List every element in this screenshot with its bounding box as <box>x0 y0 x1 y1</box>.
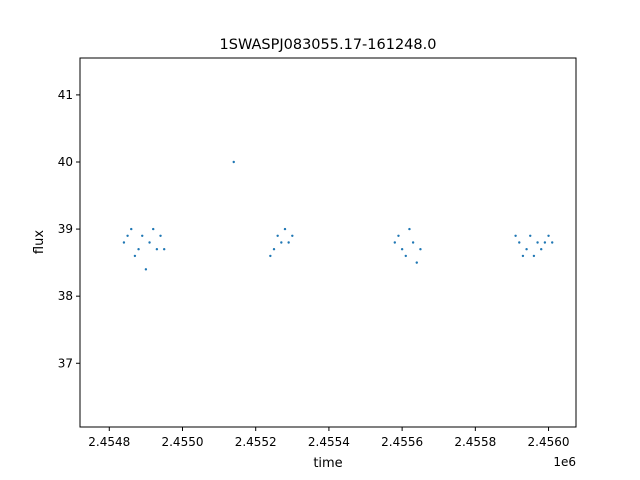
data-point <box>415 261 418 264</box>
data-point <box>514 234 517 237</box>
y-axis-label: flux <box>32 230 47 254</box>
scatter-points <box>122 160 554 271</box>
y-axis-ticks: 37 38 39 40 41 <box>58 88 80 370</box>
data-point <box>393 241 397 244</box>
x-tick-label: 2.4560 <box>528 435 570 449</box>
data-point <box>269 254 272 258</box>
data-point <box>411 241 415 244</box>
data-point <box>543 241 547 244</box>
x-axis-ticks: 2.4548 2.4550 2.4552 2.4554 2.4556 2.4558 2.45… <box>88 427 570 449</box>
data-point <box>137 248 140 251</box>
x-tick-label: 2.4550 <box>161 435 203 449</box>
plot-frame <box>79 57 577 428</box>
data-point <box>551 241 554 244</box>
data-point <box>122 241 126 244</box>
data-point <box>287 241 290 244</box>
data-point <box>126 234 129 237</box>
x-tick-label: 2.4556 <box>381 435 423 449</box>
data-point <box>540 248 543 251</box>
data-point <box>404 254 407 258</box>
data-point <box>525 248 528 251</box>
data-point <box>547 234 550 237</box>
data-point <box>141 234 144 237</box>
data-point <box>133 254 137 258</box>
data-point <box>529 234 532 237</box>
x-tick-label: 2.4548 <box>88 435 130 449</box>
data-point <box>152 227 155 231</box>
x-tick-label: 2.4558 <box>454 435 496 449</box>
y-tick-label: 38 <box>58 289 73 303</box>
y-tick-label: 39 <box>58 222 73 236</box>
x-axis-label: time <box>313 456 342 471</box>
x-tick-label: 2.4552 <box>235 435 277 449</box>
data-point <box>400 248 404 251</box>
x-tick-label: 2.4554 <box>308 435 350 449</box>
data-point <box>232 160 235 164</box>
y-tick-label: 40 <box>58 155 73 169</box>
data-point <box>419 248 422 251</box>
data-point <box>397 234 400 237</box>
x-axis-offset-label: 1e6 <box>553 455 576 469</box>
data-point <box>155 248 159 251</box>
data-point <box>283 227 287 231</box>
y-tick-label: 41 <box>58 88 73 102</box>
data-point <box>130 227 133 231</box>
data-point <box>162 248 166 251</box>
data-point <box>518 241 521 244</box>
data-point <box>159 234 162 237</box>
data-point <box>280 241 283 244</box>
data-point <box>536 241 539 244</box>
data-point <box>276 234 279 237</box>
data-point <box>532 254 536 258</box>
data-point <box>408 227 411 231</box>
data-point <box>148 241 151 244</box>
y-tick-label: 37 <box>58 356 73 370</box>
chart-title: 1SWASPJ083055.17-161248.0 <box>220 37 437 53</box>
data-point <box>521 254 525 258</box>
data-point <box>144 268 148 271</box>
data-point <box>291 234 294 237</box>
data-point <box>272 248 276 251</box>
